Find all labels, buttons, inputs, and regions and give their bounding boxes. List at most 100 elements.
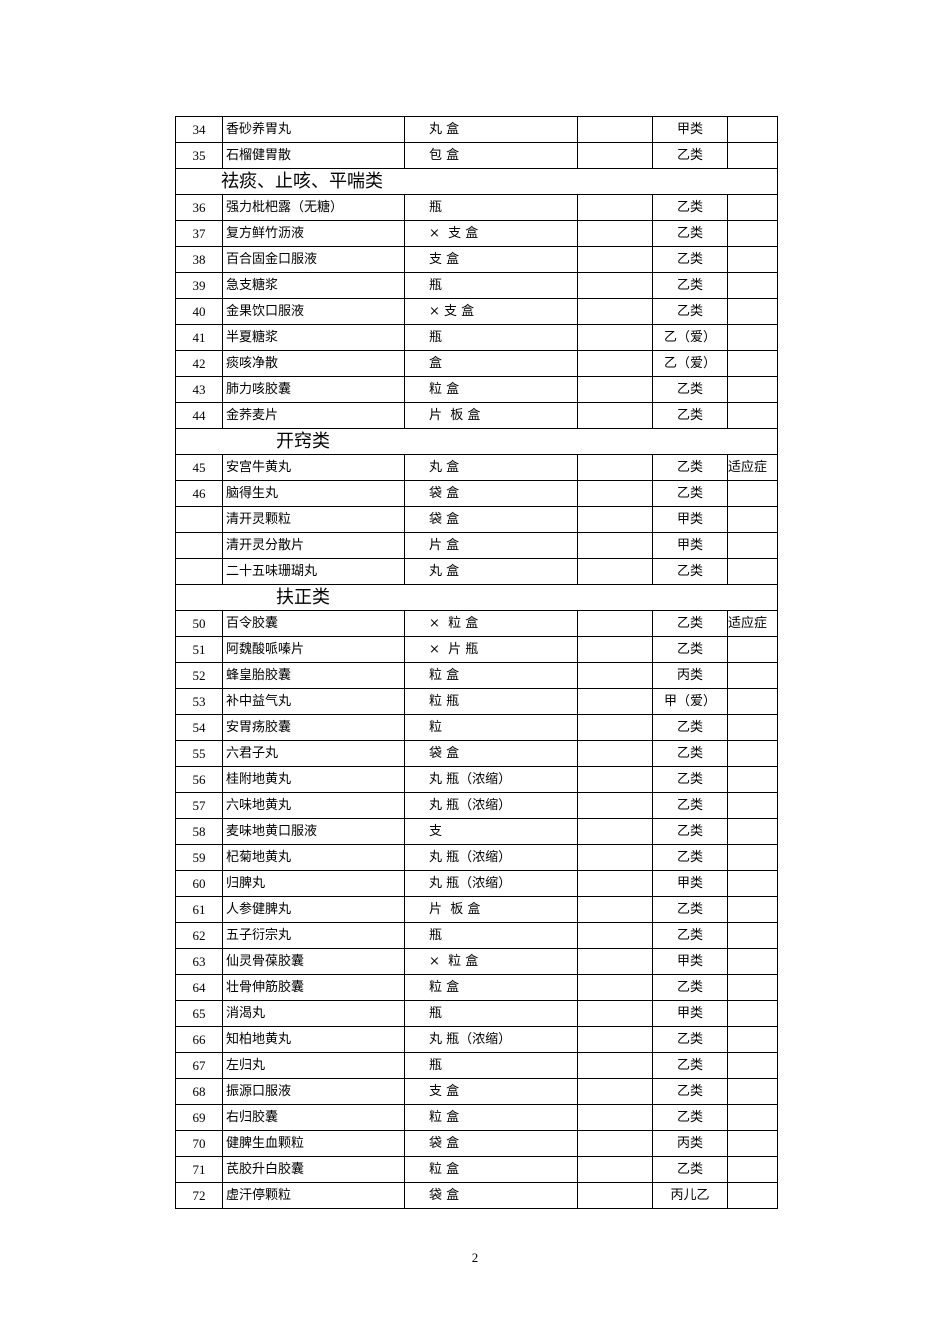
row-number: 46 (175, 480, 223, 507)
blank-cell (577, 948, 653, 975)
row-number (175, 532, 223, 559)
package-spec: 袋 盒 (404, 1130, 578, 1157)
note-cell (727, 922, 778, 949)
table-row: 51 阿魏酸哌嗪片 × 片 瓶 乙类 (175, 636, 778, 663)
note-cell (727, 246, 778, 273)
note-cell (727, 220, 778, 247)
package-spec: 丸 盒 (404, 454, 578, 481)
drug-name: 振源口服液 (222, 1078, 405, 1105)
drug-name: 芪胶升白胶囊 (222, 1156, 405, 1183)
insurance-category: 乙（爱） (652, 324, 728, 351)
row-number: 51 (175, 636, 223, 663)
table-row: 67 左归丸瓶 乙类 (175, 1052, 778, 1079)
blank-cell (577, 1104, 653, 1131)
drug-name: 半夏糖浆 (222, 324, 405, 351)
row-number: 50 (175, 610, 223, 637)
note-cell (727, 1104, 778, 1131)
row-number: 52 (175, 662, 223, 689)
note-cell (727, 532, 778, 559)
blank-cell (577, 1130, 653, 1157)
insurance-category: 乙类 (652, 454, 728, 481)
note-cell (727, 1130, 778, 1157)
insurance-category: 乙类 (652, 246, 728, 273)
section-header-row: 祛痰、止咳、平喘类 (175, 168, 778, 195)
note-cell (727, 896, 778, 923)
row-number: 43 (175, 376, 223, 403)
table-row: 46 脑得生丸袋 盒 乙类 (175, 480, 778, 507)
row-number: 42 (175, 350, 223, 377)
package-spec: 袋 盒 (404, 506, 578, 533)
table-row: 52 蜂皇胎胶囊粒 盒 丙类 (175, 662, 778, 689)
package-spec: 丸 瓶（浓缩） (404, 844, 578, 871)
note-cell (727, 974, 778, 1001)
insurance-category: 乙类 (652, 376, 728, 403)
drug-name: 仙灵骨葆胶囊 (222, 948, 405, 975)
package-spec: 丸 瓶（浓缩） (404, 1026, 578, 1053)
section-title: 扶正类 (175, 584, 778, 611)
note-cell (727, 376, 778, 403)
drug-name: 急支糖浆 (222, 272, 405, 299)
package-spec: × 粒 盒 (404, 948, 578, 975)
note-cell (727, 714, 778, 741)
row-number: 37 (175, 220, 223, 247)
blank-cell (577, 610, 653, 637)
insurance-category: 乙类 (652, 402, 728, 429)
row-number: 38 (175, 246, 223, 273)
package-spec: 支 盒 (404, 1078, 578, 1105)
table-row: 38 百合固金口服液支 盒 乙类 (175, 246, 778, 273)
drug-name: 补中益气丸 (222, 688, 405, 715)
blank-cell (577, 246, 653, 273)
blank-cell (577, 844, 653, 871)
row-number: 39 (175, 272, 223, 299)
table-row: 63 仙灵骨葆胶囊 × 粒 盒 甲类 (175, 948, 778, 975)
package-spec: 瓶 (404, 272, 578, 299)
insurance-category: 乙（爱） (652, 350, 728, 377)
row-number: 68 (175, 1078, 223, 1105)
blank-cell (577, 1052, 653, 1079)
section-title: 开窍类 (175, 428, 778, 455)
note-cell (727, 324, 778, 351)
insurance-category: 甲类 (652, 506, 728, 533)
note-cell (727, 1026, 778, 1053)
note-cell (727, 142, 778, 169)
row-number: 59 (175, 844, 223, 871)
blank-cell (577, 298, 653, 325)
insurance-category: 乙类 (652, 1156, 728, 1183)
table-row: 64 壮骨伸筋胶囊粒 盒 乙类 (175, 974, 778, 1001)
package-spec: 丸 盒 (404, 116, 578, 143)
row-number: 60 (175, 870, 223, 897)
row-number: 71 (175, 1156, 223, 1183)
blank-cell (577, 870, 653, 897)
blank-cell (577, 220, 653, 247)
table-row: 36 强力枇杷露（无糖）瓶 乙类 (175, 194, 778, 221)
drug-name: 百合固金口服液 (222, 246, 405, 273)
note-cell (727, 766, 778, 793)
blank-cell (577, 688, 653, 715)
blank-cell (577, 402, 653, 429)
blank-cell (577, 740, 653, 767)
section-header-row: 扶正类 (175, 584, 778, 611)
row-number: 54 (175, 714, 223, 741)
note-cell (727, 948, 778, 975)
row-number: 45 (175, 454, 223, 481)
drug-name: 脑得生丸 (222, 480, 405, 507)
package-spec: 粒 盒 (404, 1156, 578, 1183)
blank-cell (577, 142, 653, 169)
row-number: 62 (175, 922, 223, 949)
table-row: 二十五味珊瑚丸丸 盒 乙类 (175, 558, 778, 585)
blank-cell (577, 480, 653, 507)
package-spec: 瓶 (404, 1000, 578, 1027)
row-number: 58 (175, 818, 223, 845)
note-cell (727, 298, 778, 325)
insurance-category: 乙类 (652, 298, 728, 325)
drug-name: 金荞麦片 (222, 402, 405, 429)
package-spec: 丸 瓶（浓缩） (404, 792, 578, 819)
row-number: 63 (175, 948, 223, 975)
table-row: 清开灵颗粒袋 盒 甲类 (175, 506, 778, 533)
blank-cell (577, 1182, 653, 1209)
insurance-category: 丙类 (652, 1130, 728, 1157)
row-number: 56 (175, 766, 223, 793)
table-row: 70 健脾生血颗粒袋 盒 丙类 (175, 1130, 778, 1157)
row-number: 69 (175, 1104, 223, 1131)
insurance-category: 乙类 (652, 974, 728, 1001)
